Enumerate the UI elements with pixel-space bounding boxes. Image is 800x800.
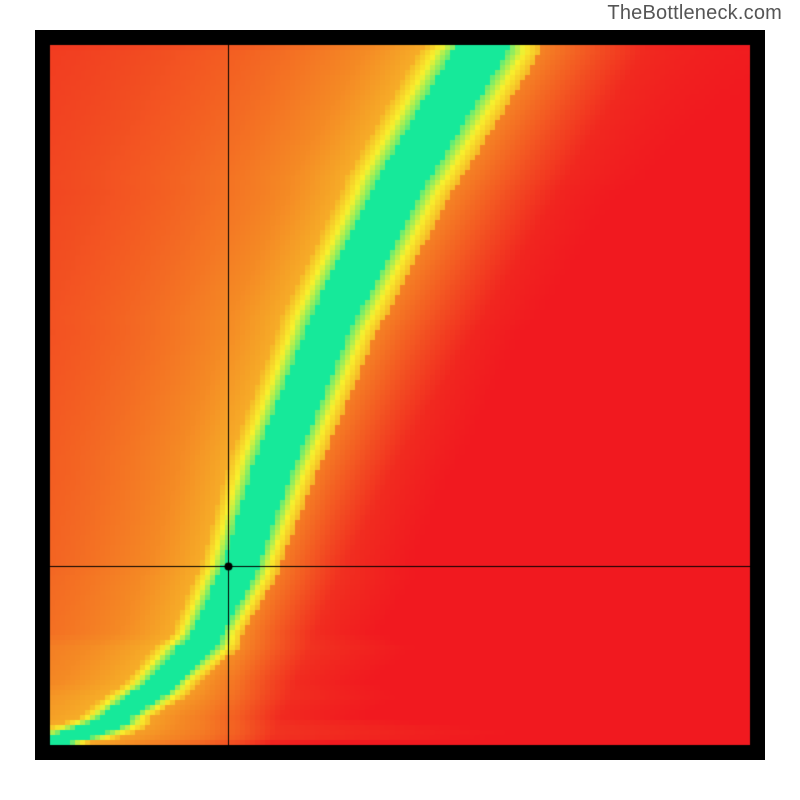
bottleneck-heatmap <box>35 30 765 760</box>
watermark-text: TheBottleneck.com <box>607 2 782 25</box>
plot-frame <box>35 30 765 760</box>
